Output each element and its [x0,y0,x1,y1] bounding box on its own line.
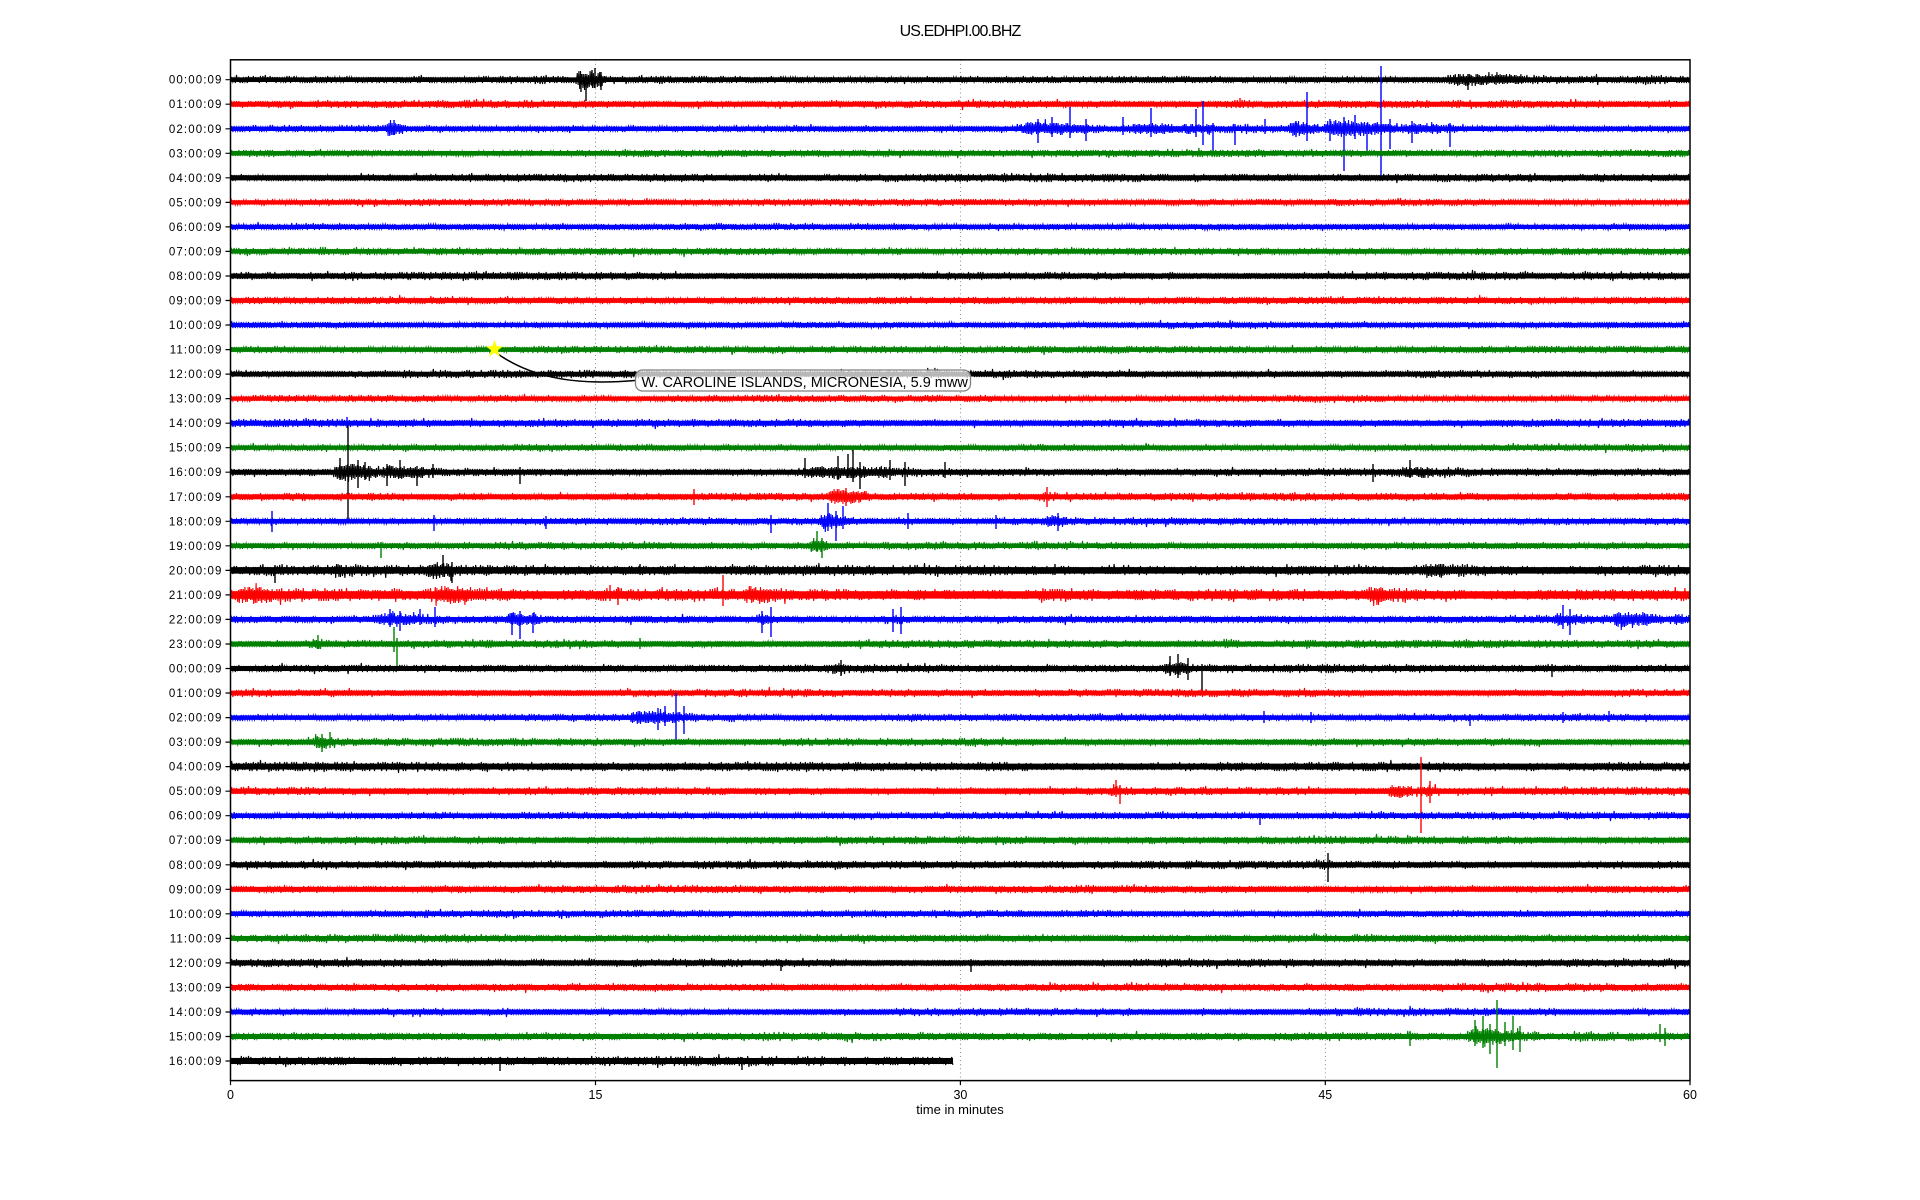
svg-text:0: 0 [227,1088,234,1102]
svg-text:11:00:09: 11:00:09 [170,345,223,357]
svg-text:18:00:09: 18:00:09 [169,516,223,528]
svg-text:15: 15 [589,1088,603,1102]
svg-text:19:00:09: 19:00:09 [169,541,223,553]
svg-text:07:00:09: 07:00:09 [169,246,223,258]
svg-text:01:00:09: 01:00:09 [169,688,223,700]
svg-text:60: 60 [1683,1088,1697,1102]
svg-text:06:00:09: 06:00:09 [169,811,223,823]
svg-text:US.EDHPI.00.BHZ: US.EDHPI.00.BHZ [900,23,1022,40]
svg-text:23:00:09: 23:00:09 [169,639,223,651]
svg-text:01:00:09: 01:00:09 [169,99,223,111]
svg-text:21:00:09: 21:00:09 [169,590,223,602]
svg-text:12:00:09: 12:00:09 [169,958,223,970]
svg-text:09:00:09: 09:00:09 [169,296,223,308]
svg-text:10:00:09: 10:00:09 [169,320,223,332]
svg-text:03:00:09: 03:00:09 [169,148,223,160]
svg-text:02:00:09: 02:00:09 [169,713,223,725]
svg-text:13:00:09: 13:00:09 [169,394,223,406]
svg-text:20:00:09: 20:00:09 [169,565,223,577]
svg-text:12:00:09: 12:00:09 [169,369,223,381]
svg-text:05:00:09: 05:00:09 [169,197,223,209]
svg-text:17:00:09: 17:00:09 [169,492,223,504]
svg-text:04:00:09: 04:00:09 [169,762,223,774]
svg-text:15:00:09: 15:00:09 [169,1032,223,1044]
svg-text:10:00:09: 10:00:09 [169,909,223,921]
svg-text:08:00:09: 08:00:09 [169,271,223,283]
svg-text:time in minutes: time in minutes [916,1102,1004,1117]
svg-text:16:00:09: 16:00:09 [169,1056,223,1068]
svg-text:03:00:09: 03:00:09 [169,737,223,749]
svg-text:15:00:09: 15:00:09 [169,443,223,455]
svg-text:22:00:09: 22:00:09 [169,614,223,626]
svg-text:W. CAROLINE ISLANDS, MICRONESI: W. CAROLINE ISLANDS, MICRONESIA, 5.9 mww [642,375,969,391]
svg-text:02:00:09: 02:00:09 [169,124,223,136]
svg-text:09:00:09: 09:00:09 [169,884,223,896]
svg-text:07:00:09: 07:00:09 [169,835,223,847]
svg-text:13:00:09: 13:00:09 [169,982,223,994]
svg-text:30: 30 [953,1088,967,1102]
svg-text:14:00:09: 14:00:09 [169,418,223,430]
svg-text:08:00:09: 08:00:09 [169,860,223,872]
svg-text:16:00:09: 16:00:09 [169,467,223,479]
svg-text:06:00:09: 06:00:09 [169,222,223,234]
svg-text:11:00:09: 11:00:09 [170,933,223,945]
svg-text:00:00:09: 00:00:09 [169,75,223,87]
svg-text:00:00:09: 00:00:09 [169,664,223,676]
svg-text:14:00:09: 14:00:09 [169,1007,223,1019]
svg-text:04:00:09: 04:00:09 [169,173,223,185]
svg-text:05:00:09: 05:00:09 [169,786,223,798]
svg-text:45: 45 [1318,1088,1332,1102]
